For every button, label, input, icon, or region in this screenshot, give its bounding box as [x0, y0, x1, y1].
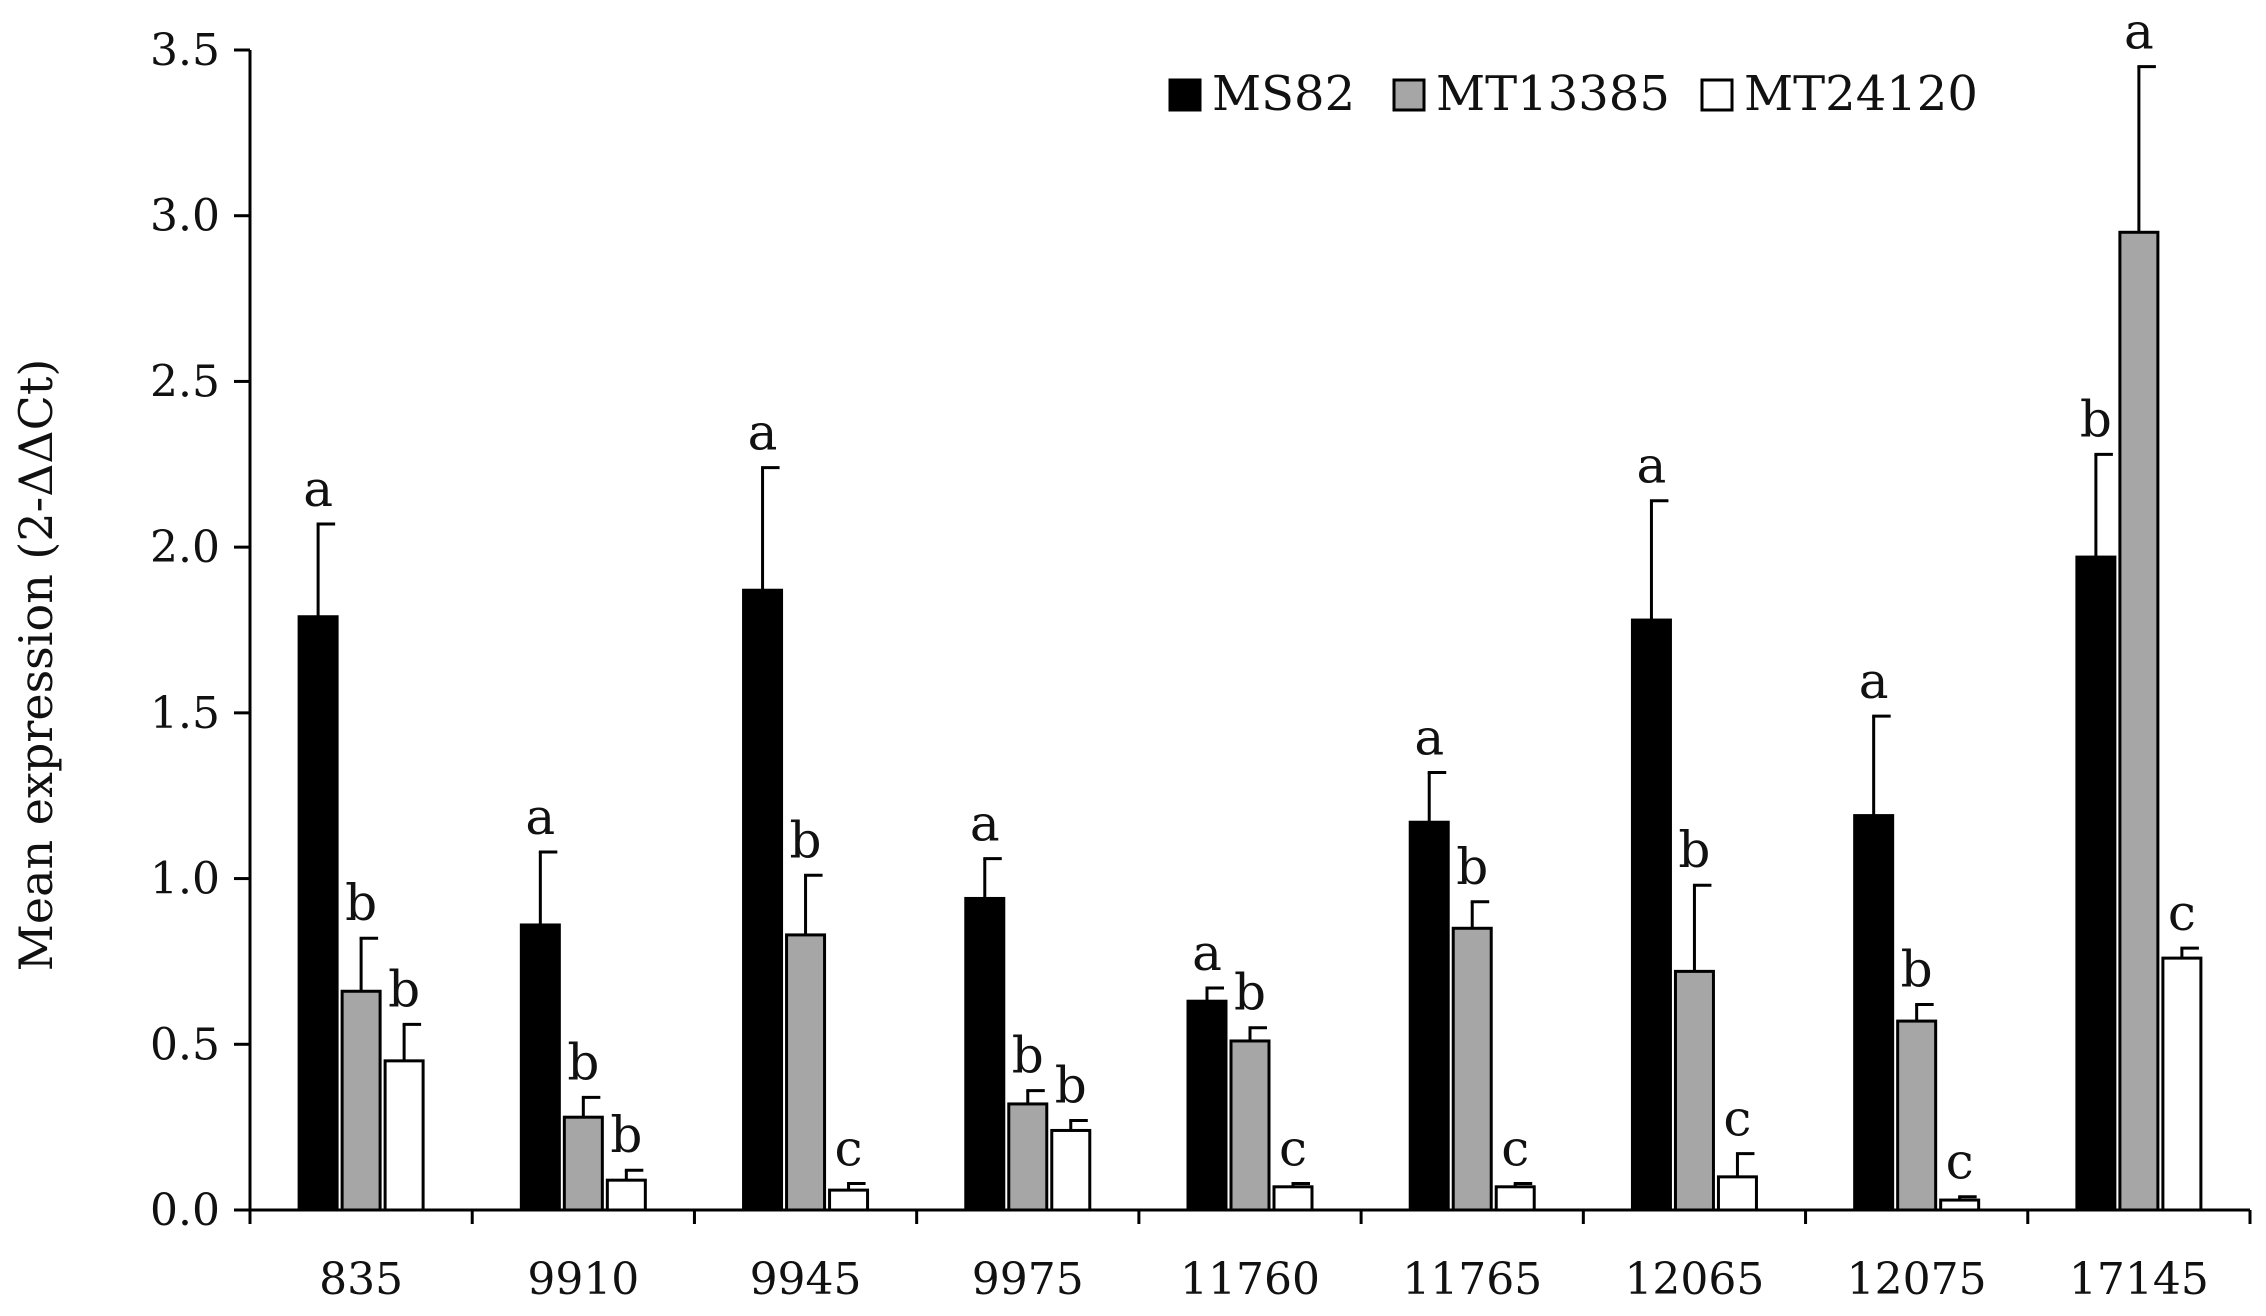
bar [2161, 956, 2203, 1212]
y-tick-label: 1.0 [150, 854, 220, 905]
significance-label: b [2080, 390, 2112, 448]
bar [785, 933, 827, 1212]
bar [297, 615, 339, 1212]
significance-label: b [1678, 821, 1710, 879]
bar [1272, 1185, 1314, 1212]
y-tick-label: 3.5 [150, 25, 220, 76]
legend-label: MT13385 [1436, 66, 1670, 122]
significance-label: c [835, 1119, 863, 1177]
significance-label: b [1012, 1027, 1044, 1085]
legend-swatch [1168, 78, 1202, 112]
bar [964, 896, 1006, 1212]
y-tick-label: 3.0 [150, 191, 220, 242]
bar [1630, 618, 1672, 1212]
bar [1408, 820, 1450, 1212]
significance-label: a [525, 788, 555, 846]
significance-label: b [388, 960, 420, 1018]
significance-label: b [345, 874, 377, 932]
bars [297, 230, 2203, 1212]
y-axis-title: Mean expression (2-ΔΔCt) [9, 359, 63, 972]
significance-label: b [567, 1033, 599, 1091]
x-tick-label: 9910 [527, 1254, 639, 1305]
bar [1451, 926, 1493, 1212]
bar [562, 1115, 604, 1212]
bar [1186, 999, 1228, 1212]
significance-label: c [1501, 1119, 1529, 1177]
significance-label: a [748, 404, 778, 462]
y-tick-label: 0.5 [150, 1019, 220, 1070]
bar [1939, 1198, 1981, 1212]
bar [1853, 814, 1895, 1212]
significance-label: c [1723, 1090, 1751, 1148]
x-tick-label: 9975 [972, 1254, 1084, 1305]
bar [742, 588, 784, 1212]
significance-label: a [2124, 3, 2154, 61]
x-tick-label: 12065 [1624, 1254, 1764, 1305]
significance-label: a [1637, 437, 1667, 495]
significance-label: c [2168, 884, 2196, 942]
x-tick-label: 9945 [750, 1254, 862, 1305]
bar [1716, 1175, 1758, 1212]
significance-label: b [790, 811, 822, 869]
y-axis: 0.0 0.5 1.0 1.5 2.0 2.5 3.0 3.5 [150, 25, 252, 1236]
y-tick-label: 2.0 [150, 522, 220, 573]
significance-label: a [1414, 709, 1444, 767]
significance-label: b [1234, 964, 1266, 1022]
bar [340, 989, 382, 1212]
significance-label: a [303, 460, 333, 518]
y-tick-label: 0.0 [150, 1185, 220, 1236]
x-tick-label: 12075 [1847, 1254, 1987, 1305]
bar [2118, 230, 2160, 1212]
x-axis: 835 9910 9945 9975 11760 11765 12065 12075 17145 [248, 1208, 2252, 1305]
bar [1007, 1102, 1049, 1212]
bar [1494, 1185, 1536, 1212]
significance-label: a [1192, 924, 1222, 982]
x-tick-label: 835 [319, 1254, 403, 1305]
significance-label: a [970, 795, 1000, 853]
bar [1673, 969, 1715, 1212]
significance-label: b [1456, 838, 1488, 896]
legend-swatch [1392, 78, 1426, 112]
bar [519, 923, 561, 1212]
x-tick-label: 11765 [1402, 1254, 1542, 1305]
legend: MS82 MT13385 MT24120 [1168, 66, 1978, 122]
bar [605, 1178, 647, 1212]
bar [1229, 1039, 1271, 1212]
error-bars [316, 65, 2199, 1201]
significance-label: c [1946, 1133, 1974, 1191]
bar [383, 1059, 425, 1212]
x-tick-label: 11760 [1180, 1254, 1320, 1305]
legend-swatch [1700, 78, 1734, 112]
significance-label: b [1055, 1057, 1087, 1115]
significance-label: b [610, 1106, 642, 1164]
y-tick-label: 2.5 [150, 356, 220, 407]
y-tick-label: 1.5 [150, 688, 220, 739]
significance-label: a [1859, 652, 1889, 710]
significance-label: c [1279, 1119, 1307, 1177]
bar [2075, 555, 2117, 1212]
significance-label: b [1901, 941, 1933, 999]
bar [1050, 1128, 1092, 1212]
legend-label: MS82 [1212, 66, 1355, 122]
x-tick-label: 17145 [2069, 1254, 2209, 1305]
legend-label: MT24120 [1744, 66, 1978, 122]
bar [828, 1188, 870, 1212]
bar [1896, 1019, 1938, 1212]
